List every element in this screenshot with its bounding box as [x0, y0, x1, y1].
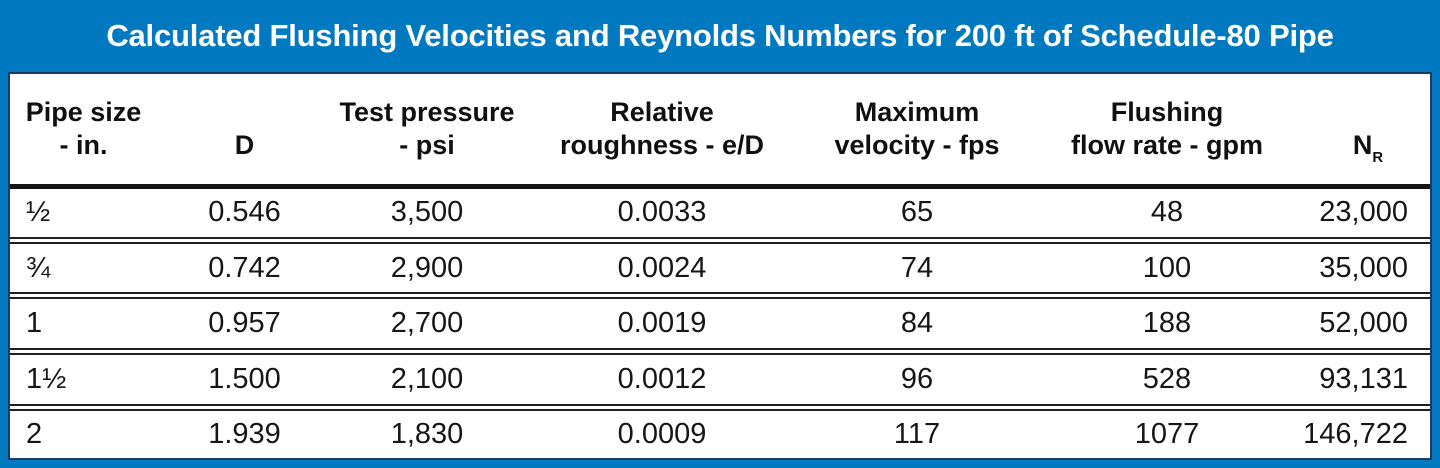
col-header-test-pressure: Test pressure - psi	[332, 74, 522, 189]
header-line2: flow rate - gpm	[1070, 129, 1263, 160]
cell-test-pressure: 2,100	[332, 348, 522, 408]
cell-pipe-size: 1	[10, 292, 157, 352]
cell-flushing-flow-rate: 48	[1150, 196, 1184, 229]
cell-test-pressure: 1,830	[332, 403, 522, 458]
flushing-velocities-table: Pipe size - in. D Test pressure - psi Re…	[10, 74, 1430, 458]
header-row: Pipe size - in. D Test pressure - psi Re…	[10, 74, 1430, 189]
cell-test-pressure: 2,700	[332, 292, 522, 352]
header-line2: roughness - e/D	[559, 129, 765, 160]
cell-relative-roughness: 0.0009	[522, 403, 802, 458]
header-line2: NR	[1302, 129, 1430, 167]
cell-relative-roughness: 0.0019	[522, 292, 802, 352]
cell-max-velocity: 84	[802, 292, 1032, 352]
cell-diameter: 0.957	[157, 292, 332, 352]
col-header-relative-roughness: Relative roughness - e/D	[522, 74, 802, 189]
cell-test-pressure: 3,500	[390, 196, 464, 229]
cell-reynolds-number: 52,000	[1302, 292, 1430, 352]
header-line1	[157, 96, 332, 129]
cell-diameter: 1.500	[157, 348, 332, 408]
cell-max-velocity: 117	[802, 403, 1032, 458]
header-line2: - in.	[59, 129, 108, 160]
cell-diameter: 1.939	[157, 403, 332, 458]
col-header-max-velocity: Maximum velocity - fps	[802, 74, 1032, 189]
cell-diameter: 0.546	[208, 196, 281, 229]
cell-relative-roughness: 0.0033	[617, 196, 707, 229]
cell-reynolds-number: 93,131	[1302, 348, 1430, 408]
table-row: ¾ 0.742 2,900 0.0024 74 100 35,000	[10, 236, 1430, 296]
cell-relative-roughness: 0.0024	[522, 236, 802, 296]
cell-pipe-size: 1½	[10, 348, 157, 408]
cell-max-velocity: 65	[900, 196, 934, 229]
table-row: 1½ 1.500 2,100 0.0012 96 528 93,131	[10, 348, 1430, 408]
cell-flushing-flow-rate: 188	[1032, 292, 1302, 352]
cell-flushing-flow-rate: 528	[1032, 348, 1302, 408]
header-line1: Relative	[610, 96, 714, 127]
col-header-flushing-flow-rate: Flushing flow rate - gpm	[1032, 74, 1302, 189]
header-line2: - psi	[399, 129, 455, 160]
nr-base: N	[1352, 129, 1373, 160]
cell-diameter: 0.742	[157, 236, 332, 296]
cell-max-velocity: 96	[802, 348, 1032, 408]
header-line1: Flushing	[1110, 96, 1224, 127]
title-band: Calculated Flushing Velocities and Reyno…	[8, 0, 1432, 72]
cell-reynolds-number: 23,000	[1319, 196, 1408, 229]
header-line1: Test pressure	[339, 96, 515, 127]
cell-pipe-size: ¾	[10, 236, 157, 296]
figure-title: Calculated Flushing Velocities and Reyno…	[106, 18, 1334, 53]
cell-reynolds-number: 146,722	[1302, 403, 1430, 458]
header-line2: velocity - fps	[834, 129, 1000, 160]
cell-flushing-flow-rate: 100	[1032, 236, 1302, 296]
header-line2: D	[234, 129, 255, 160]
header-line1: Maximum	[854, 96, 980, 127]
cell-pipe-size: 2	[10, 403, 157, 458]
cell-reynolds-number: 35,000	[1302, 236, 1430, 296]
cell-pipe-size: ½	[26, 196, 51, 229]
cell-relative-roughness: 0.0012	[522, 348, 802, 408]
table-row: ½ 0.546 3,500 0.0033 65 48 23,000	[10, 186, 1430, 240]
table-row: 1 0.957 2,700 0.0019 84 188 52,000	[10, 292, 1430, 352]
cell-max-velocity: 74	[802, 236, 1032, 296]
header-line1	[1302, 96, 1430, 129]
header-line1: Pipe size	[25, 96, 142, 127]
table-row: 2 1.939 1,830 0.0009 117 1077 146,722	[10, 403, 1430, 458]
cell-test-pressure: 2,900	[332, 236, 522, 296]
cell-flushing-flow-rate: 1077	[1032, 403, 1302, 458]
table-panel: Pipe size - in. D Test pressure - psi Re…	[8, 72, 1432, 460]
nr-subscript: R	[1372, 150, 1384, 167]
col-header-diameter: D	[157, 74, 332, 189]
col-header-pipe-size: Pipe size - in.	[10, 74, 157, 189]
col-header-reynolds-number: NR	[1302, 74, 1430, 189]
